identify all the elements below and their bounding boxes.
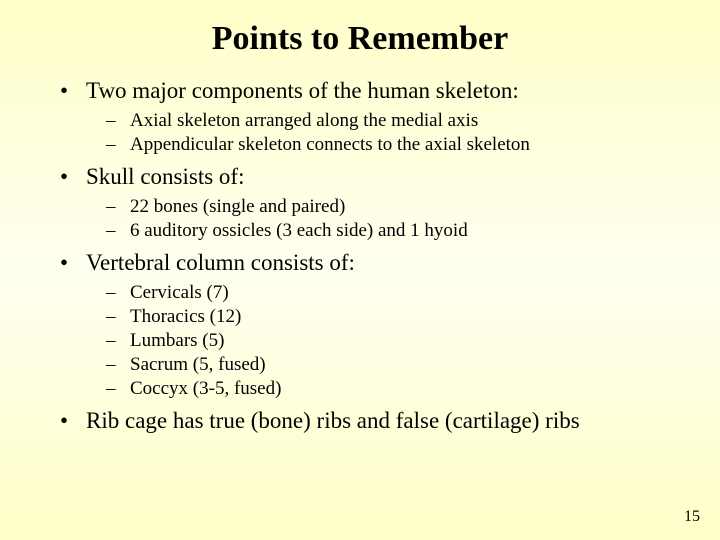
slide: Points to Remember Two major components … (0, 0, 720, 540)
bullet-item: Skull consists of: 22 bones (single and … (60, 164, 680, 242)
page-number: 15 (684, 508, 700, 526)
sub-bullet-item: Coccyx (3-5, fused) (106, 378, 680, 400)
sub-bullet-item: 6 auditory ossicles (3 each side) and 1 … (106, 220, 680, 242)
slide-title: Points to Remember (40, 20, 680, 58)
sub-bullet-item: Sacrum (5, fused) (106, 354, 680, 376)
bullet-text: Rib cage has true (bone) ribs and false … (86, 408, 580, 433)
sub-bullet-item: Thoracics (12) (106, 306, 680, 328)
bullet-item: Rib cage has true (bone) ribs and false … (60, 408, 680, 434)
sub-bullet-list: 22 bones (single and paired) 6 auditory … (86, 196, 680, 242)
bullet-text: Skull consists of: (86, 164, 244, 189)
sub-bullet-item: Cervicals (7) (106, 282, 680, 304)
sub-bullet-item: Lumbars (5) (106, 330, 680, 352)
bullet-text: Vertebral column consists of: (86, 250, 355, 275)
bullet-item: Vertebral column consists of: Cervicals … (60, 250, 680, 400)
bullet-text: Two major components of the human skelet… (86, 78, 519, 103)
sub-bullet-item: Appendicular skeleton connects to the ax… (106, 134, 680, 156)
sub-bullet-item: 22 bones (single and paired) (106, 196, 680, 218)
bullet-list: Two major components of the human skelet… (40, 78, 680, 434)
sub-bullet-item: Axial skeleton arranged along the medial… (106, 110, 680, 132)
sub-bullet-list: Cervicals (7) Thoracics (12) Lumbars (5)… (86, 282, 680, 400)
sub-bullet-list: Axial skeleton arranged along the medial… (86, 110, 680, 156)
bullet-item: Two major components of the human skelet… (60, 78, 680, 156)
